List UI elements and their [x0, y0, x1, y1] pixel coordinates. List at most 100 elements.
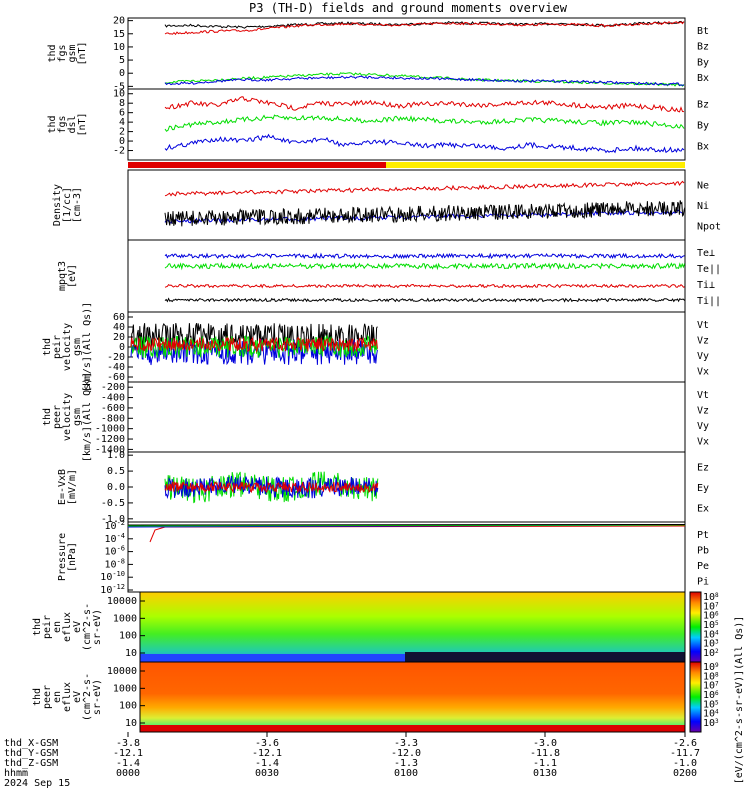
y-tick-label: 10-2: [105, 519, 125, 532]
colorbar-tick-label: 105: [703, 620, 719, 631]
colorbar-tick-exponent: 3: [715, 718, 719, 725]
legend-Npot: Npot: [697, 222, 721, 233]
y-axis-label: [nT]: [77, 112, 88, 136]
colorbar-tick-label: 105: [703, 699, 719, 710]
spectrogram: [140, 662, 685, 732]
y-tick-label: -1000: [95, 424, 125, 435]
x-tick-label: 0130: [533, 768, 557, 779]
spectrogram: [140, 592, 685, 662]
colorbar-tick-label: 102: [703, 648, 719, 659]
legend-By: By: [697, 121, 709, 132]
y-axis-label: eflux: [62, 612, 73, 642]
trace-Ne: [164, 180, 685, 197]
trace-Te-par: [164, 297, 685, 303]
x-tick-label: -1.1: [533, 758, 557, 769]
legend-Ey: Ey: [697, 483, 709, 494]
y-axis-label: E=-VxB: [57, 469, 68, 505]
colorbar-tick-label: 104: [703, 629, 719, 640]
colorbar-tick-label: 104: [703, 709, 719, 720]
panel-frame: [127, 239, 686, 313]
x-tick-label: -3.8: [116, 738, 140, 749]
y-tick-label: 10-4: [105, 532, 125, 545]
y-tick-label: -60: [107, 372, 125, 383]
colorbar-tick-label: 103: [703, 639, 719, 650]
x-tick-label: -11.7: [670, 748, 700, 759]
y-tick-label: 10: [125, 718, 137, 729]
y-tick-label: 1000: [113, 613, 137, 624]
colorbar-tick-label: 106: [703, 611, 719, 622]
y-tick-label: 10: [125, 648, 137, 659]
y-axis-label: eV: [72, 691, 83, 703]
y-tick-label: 4: [119, 117, 125, 128]
colorbar-tick-exponent: 8: [715, 671, 719, 678]
colorbar-tick-exponent: 3: [715, 639, 719, 646]
y-tick-label: 15: [113, 29, 125, 40]
y-axis-label: peir: [52, 335, 63, 359]
trace-By: [164, 114, 685, 132]
legend-Ez: Ez: [697, 462, 709, 473]
colorbar-tick-label: 106: [703, 690, 719, 701]
y-tick-label: 10-12: [100, 583, 125, 596]
legend-Vy: Vy: [697, 421, 709, 432]
colorbar-tick-exponent: 2: [715, 648, 719, 655]
legend-Bx: Bx: [697, 73, 709, 84]
trace-Vy: [130, 334, 378, 359]
legend-Bz: Bz: [697, 42, 709, 53]
trace-Te-perp: [164, 252, 685, 260]
y-tick-label: -1.0: [101, 514, 125, 525]
y-tick-label: 10-10: [100, 570, 125, 583]
y-tick-label: -800: [101, 413, 125, 424]
y-axis-label: gsm: [67, 44, 78, 62]
trace-By: [164, 72, 685, 87]
status-bar-yellow: [386, 162, 685, 168]
y-tick-label: -1400: [95, 444, 125, 455]
y-axis-label: Pressure: [57, 533, 68, 581]
colorbar-tick-label: 108: [703, 592, 719, 603]
x-date-label: 2024 Sep 15: [4, 778, 70, 789]
y-tick-label: -400: [101, 393, 125, 404]
colorbar-label: [eV/(cm^2-s-sr-eV)](All Qs)]: [734, 616, 745, 785]
panel-frame: [127, 88, 686, 161]
colorbar-tick-exponent: 6: [715, 611, 719, 618]
y-axis-label: [km/s](All Qs)]: [82, 372, 93, 462]
trace-Pt: [127, 524, 686, 526]
y-axis-label: peer: [52, 405, 63, 429]
x-tick-label: -1.3: [394, 758, 418, 769]
trace-Bx: [164, 75, 685, 86]
y-axis-label: gsm: [72, 338, 83, 356]
y-tick-exponent: -2: [117, 519, 125, 527]
y-axis-label: (cm^2-s-: [82, 673, 93, 721]
y-tick-label: 20: [113, 16, 125, 27]
x-tick-label: -11.8: [530, 748, 560, 759]
y-axis-label: [mV/m]: [67, 469, 78, 505]
y-tick-label: 60: [113, 312, 125, 323]
trace-Bt: [164, 20, 685, 29]
colorbar-tick-exponent: 6: [715, 690, 719, 697]
y-axis-label: sr-eV): [92, 679, 103, 715]
legend-Vz: Vz: [697, 405, 709, 416]
spectrogram-bottom-band: [140, 725, 685, 731]
colorbar-tick-label: 109: [703, 662, 719, 673]
y-tick-exponent: -4: [117, 532, 125, 540]
y-axis-label: velocity: [62, 393, 73, 441]
panel-frame: [139, 661, 686, 733]
y-axis-label: thd: [32, 688, 43, 706]
legend-Ti||: Ti||: [697, 296, 721, 307]
colorbar-tick-label: 107: [703, 681, 719, 692]
legend-Pt: Pt: [697, 530, 709, 541]
spectrogram-low-band: [140, 654, 405, 662]
x-axis-labels: thd_X-GSM -3.8 -3.6 -3.3 -3.0 -2.6 thd_Y-GSM -1…: [4, 732, 700, 789]
y-axis-label: thd: [32, 618, 43, 636]
y-tick-label: 100: [119, 701, 137, 712]
legend-Vt: Vt: [697, 390, 709, 401]
x-tick-label: -12.0: [391, 748, 421, 759]
y-tick-label: -5: [113, 81, 125, 92]
y-axis-label: thd: [42, 338, 53, 356]
trace-Bz: [164, 96, 685, 113]
y-tick-label: 0: [119, 136, 125, 147]
y-tick-label: 6: [119, 108, 125, 119]
y-axis-label: Density: [52, 184, 63, 226]
legend-By: By: [697, 57, 709, 68]
legend-Vx: Vx: [697, 436, 709, 447]
